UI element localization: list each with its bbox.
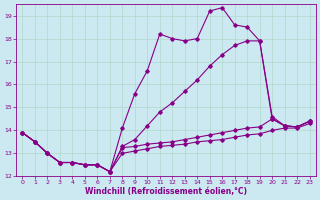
X-axis label: Windchill (Refroidissement éolien,°C): Windchill (Refroidissement éolien,°C) bbox=[85, 187, 247, 196]
